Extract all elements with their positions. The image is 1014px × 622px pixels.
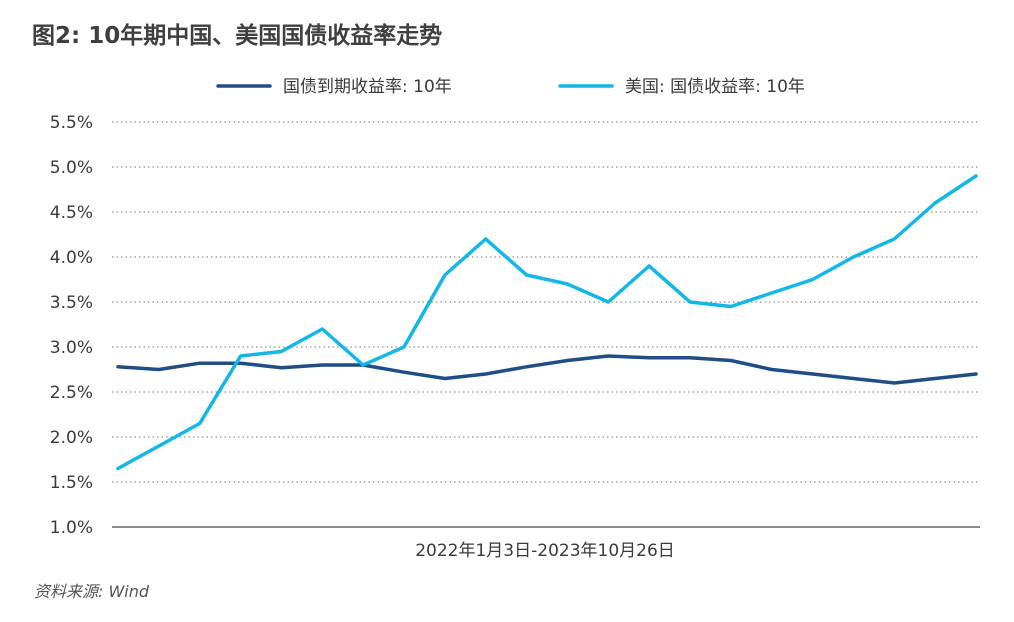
x-axis-label: 2022年1月3日-2023年10月26日 — [415, 541, 675, 561]
legend-label: 国债到期收益率: 10年 — [283, 77, 452, 97]
y-tick-label: 5.0% — [50, 158, 93, 178]
y-tick-label: 3.0% — [50, 338, 93, 358]
source-note: 资料来源: Wind — [34, 582, 150, 601]
y-tick-label: 1.5% — [50, 473, 93, 493]
series-line-cn — [116, 354, 978, 385]
series-line-us — [116, 174, 978, 471]
y-axis-ticks: 1.0% 1.5% 2.0% 2.5% 3.0% 3.5% 4.0% 4.5% 5.0% 5.5% — [50, 113, 93, 538]
y-tick-label: 2.5% — [50, 383, 93, 403]
y-tick-label: 4.5% — [50, 203, 93, 223]
series-lines — [116, 174, 978, 471]
chart-title: 图2: 10年期中国、美国国债收益率走势 — [32, 23, 443, 49]
legend: 国债到期收益率: 10年 美国: 国债收益率: 10年 — [216, 77, 805, 97]
y-tick-label: 2.0% — [50, 428, 93, 448]
y-tick-label: 4.0% — [50, 248, 93, 268]
legend-label: 美国: 国债收益率: 10年 — [625, 77, 805, 97]
y-tick-label: 5.5% — [50, 113, 93, 133]
gridlines — [112, 121, 980, 528]
y-tick-label: 3.5% — [50, 293, 93, 313]
y-tick-label: 1.0% — [50, 518, 93, 538]
